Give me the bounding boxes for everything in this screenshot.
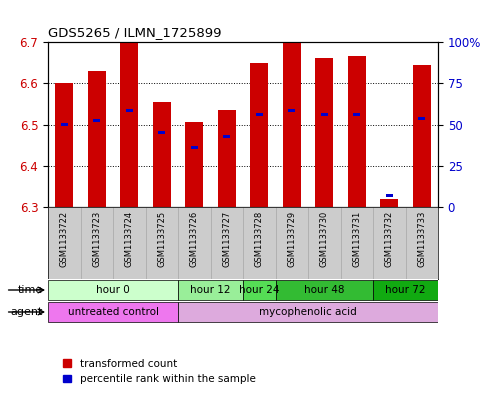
Text: hour 24: hour 24 (239, 285, 280, 295)
Bar (385, 194, 393, 197)
Bar (315, 59, 333, 207)
Bar (288, 108, 295, 112)
Bar (275, 280, 373, 300)
Text: GSM1133733: GSM1133733 (417, 211, 426, 267)
Bar (250, 62, 268, 207)
Bar (153, 102, 170, 207)
Bar (178, 280, 243, 300)
Bar (308, 207, 341, 279)
Text: GSM1133723: GSM1133723 (92, 211, 101, 267)
Bar (373, 207, 406, 279)
Bar (61, 123, 68, 126)
Text: GSM1133726: GSM1133726 (190, 211, 199, 267)
Text: GSM1133732: GSM1133732 (385, 211, 394, 267)
Text: GSM1133725: GSM1133725 (157, 211, 166, 267)
Bar (211, 207, 243, 279)
Text: GSM1133729: GSM1133729 (287, 211, 296, 267)
Bar (275, 207, 308, 279)
Bar (88, 71, 106, 207)
Text: untreated control: untreated control (68, 307, 158, 316)
Text: GSM1133728: GSM1133728 (255, 211, 264, 267)
Bar (191, 146, 198, 149)
Bar (48, 280, 178, 300)
Bar (373, 280, 438, 300)
Text: hour 72: hour 72 (385, 285, 426, 295)
Bar (218, 110, 236, 207)
Bar (56, 83, 73, 207)
Bar (341, 207, 373, 279)
Text: GSM1133727: GSM1133727 (222, 211, 231, 267)
Bar (321, 113, 328, 116)
Text: GSM1133730: GSM1133730 (320, 211, 329, 267)
Bar (243, 280, 275, 300)
Text: GSM1133724: GSM1133724 (125, 211, 134, 267)
Bar (243, 207, 275, 279)
Bar (113, 207, 145, 279)
Text: hour 0: hour 0 (96, 285, 130, 295)
Bar (406, 207, 438, 279)
Text: agent: agent (11, 307, 43, 317)
Bar (353, 113, 360, 116)
Bar (223, 136, 230, 138)
Bar (413, 65, 431, 207)
Bar (48, 207, 81, 279)
Legend: transformed count, percentile rank within the sample: transformed count, percentile rank withi… (63, 359, 256, 384)
Bar (178, 302, 438, 322)
Text: mycophenolic acid: mycophenolic acid (259, 307, 357, 316)
Bar (185, 123, 203, 207)
Bar (256, 113, 263, 116)
Text: hour 48: hour 48 (304, 285, 344, 295)
Text: GSM1133731: GSM1133731 (352, 211, 361, 267)
Text: hour 12: hour 12 (190, 285, 231, 295)
Bar (48, 302, 178, 322)
Bar (283, 42, 301, 207)
Bar (126, 108, 133, 112)
Bar (145, 207, 178, 279)
Bar (418, 117, 426, 120)
Bar (348, 57, 366, 207)
Text: time: time (18, 285, 43, 295)
Bar (380, 199, 398, 207)
Bar (178, 207, 211, 279)
Text: GDS5265 / ILMN_1725899: GDS5265 / ILMN_1725899 (48, 26, 222, 39)
Bar (93, 119, 100, 122)
Bar (81, 207, 113, 279)
Bar (120, 42, 138, 207)
Text: GSM1133722: GSM1133722 (60, 211, 69, 267)
Bar (158, 131, 165, 134)
